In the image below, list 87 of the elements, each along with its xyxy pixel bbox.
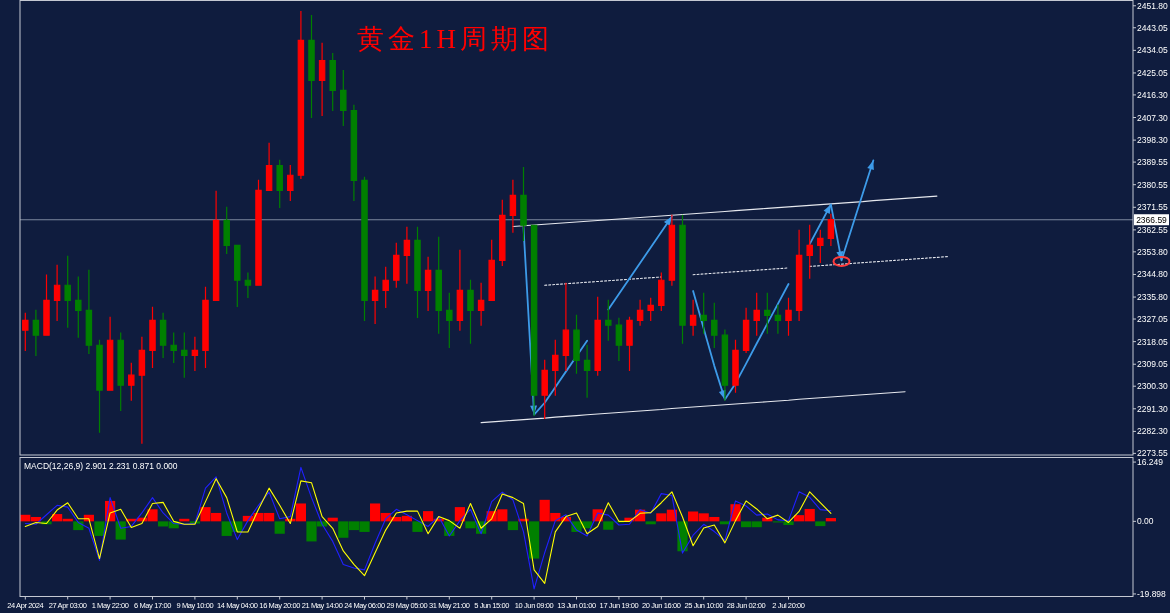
candlestick	[414, 226, 421, 318]
candlestick	[467, 279, 474, 344]
candlestick	[170, 332, 177, 363]
bar	[825, 518, 836, 522]
candlestick	[202, 286, 209, 368]
candlestick	[223, 206, 230, 254]
candlestick	[382, 266, 389, 308]
candlestick	[340, 69, 347, 126]
y-tick-label: 0.00	[1137, 516, 1154, 527]
candlestick	[456, 249, 464, 331]
bar	[412, 521, 423, 532]
candlestick	[138, 336, 146, 444]
candlestick	[212, 190, 220, 301]
candlestick	[181, 332, 188, 378]
y-tick-label: 2344.80	[1137, 269, 1168, 280]
candlestick	[393, 242, 400, 288]
candlestick	[350, 104, 358, 201]
candlestick	[477, 282, 485, 326]
candlestick	[191, 336, 199, 371]
y-tick-label: 2434.05	[1137, 45, 1168, 56]
y-tick-label: 2389.55	[1137, 157, 1168, 168]
bar	[115, 521, 126, 540]
candlestick	[276, 159, 283, 209]
candlestick	[85, 269, 93, 354]
candlestick	[32, 309, 40, 356]
y-tick-label: 2362.55	[1137, 224, 1168, 235]
y-tick-label: 2371.55	[1137, 202, 1168, 213]
candlestick	[149, 306, 156, 368]
candlestick	[371, 276, 379, 325]
candlestick	[244, 272, 252, 298]
candlestick	[287, 164, 294, 201]
bar	[274, 521, 285, 534]
y-tick-label: 2398.30	[1137, 135, 1168, 146]
y-tick-label: 2416.30	[1137, 89, 1168, 100]
candlestick	[43, 274, 50, 336]
y-tick-label: 16.249	[1137, 457, 1164, 468]
candlestick	[75, 276, 82, 338]
candlestick	[329, 52, 336, 112]
candlestick	[22, 312, 29, 351]
y-tick-label: 2353.80	[1137, 246, 1168, 257]
bar	[507, 521, 518, 531]
y-tick-label: 2451.80	[1137, 0, 1168, 11]
bar	[603, 521, 614, 530]
candlestick	[128, 362, 135, 401]
candlestick	[308, 14, 315, 119]
bar	[73, 521, 84, 531]
candlestick	[318, 42, 326, 117]
y-tick-label: 2335.80	[1137, 292, 1168, 303]
candlestick	[446, 292, 453, 348]
ref-line-label: 2366.59	[1136, 214, 1168, 225]
candlestick	[64, 255, 71, 328]
y-tick-label: 2327.05	[1137, 314, 1168, 325]
bar	[719, 521, 730, 525]
y-tick-label: 2318.05	[1137, 336, 1168, 347]
candlestick	[117, 332, 124, 411]
candlestick	[520, 166, 527, 241]
bar	[815, 521, 826, 527]
candlestick	[499, 199, 506, 267]
y-tick-label: 2282.30	[1137, 426, 1168, 437]
bar	[645, 521, 656, 525]
candlestick	[509, 179, 517, 233]
candlestick	[403, 226, 411, 284]
candlestick	[361, 176, 368, 322]
candlestick	[234, 244, 241, 307]
candlestick	[265, 142, 273, 191]
y-tick-label: 2407.30	[1137, 112, 1168, 123]
y-tick-label: 2273.55	[1137, 448, 1168, 459]
candlestick	[297, 10, 305, 179]
candlestick	[255, 179, 262, 286]
candlestick	[96, 339, 103, 433]
y-tick-label: 2380.55	[1137, 179, 1168, 190]
candlestick	[159, 312, 167, 358]
bar	[94, 521, 105, 536]
y-tick-label: 2309.05	[1137, 359, 1168, 370]
text: MACD(12,26,9) 2.901 2.231 0.871 0.000	[24, 461, 178, 471]
bar	[529, 521, 540, 559]
candlestick	[488, 239, 495, 301]
candlestick	[435, 236, 442, 334]
candlestick	[53, 264, 61, 322]
y-tick-label: -19.898	[1137, 588, 1167, 599]
y-tick-label: 2291.30	[1137, 403, 1168, 414]
candlestick	[424, 256, 432, 311]
y-tick-label: 2300.30	[1137, 381, 1168, 392]
candlestick	[106, 316, 114, 391]
y-tick-label: 2425.05	[1137, 67, 1168, 78]
text: 黄金1H周期图	[357, 24, 553, 54]
y-tick-label: 2443.05	[1137, 22, 1168, 33]
